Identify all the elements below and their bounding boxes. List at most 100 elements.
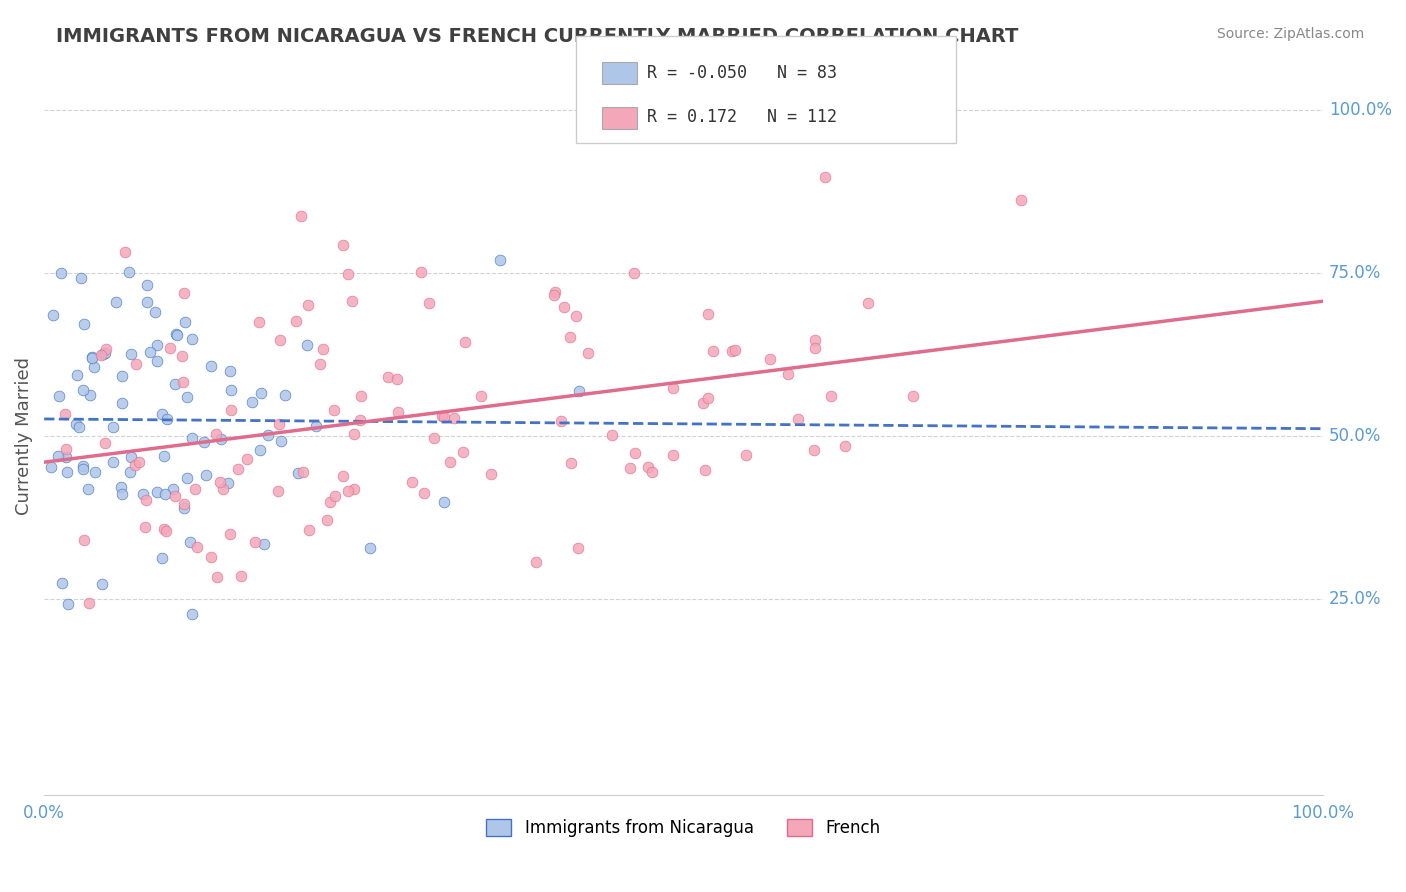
Point	[292, 465, 315, 479]
Point	[165, 489, 187, 503]
Point	[696, 307, 718, 321]
Point	[858, 296, 880, 310]
Point	[804, 341, 827, 355]
Point	[72, 383, 94, 397]
Point	[340, 293, 363, 308]
Point	[298, 523, 321, 537]
Point	[208, 475, 231, 489]
Point	[93, 436, 115, 450]
Point	[219, 402, 242, 417]
Point	[543, 287, 565, 301]
Point	[256, 428, 278, 442]
Point	[159, 341, 181, 355]
Point	[67, 420, 90, 434]
Point	[180, 431, 202, 445]
Point	[176, 470, 198, 484]
Point	[152, 407, 174, 421]
Point	[101, 420, 124, 434]
Point	[443, 411, 465, 425]
Point	[250, 386, 273, 401]
Point	[114, 245, 136, 260]
Point	[152, 522, 174, 536]
Point	[349, 413, 371, 427]
Point	[267, 483, 290, 498]
Point	[205, 569, 228, 583]
Point	[132, 487, 155, 501]
Point	[135, 492, 157, 507]
Point	[430, 409, 453, 423]
Point	[418, 295, 440, 310]
Point	[82, 351, 104, 365]
Point	[759, 352, 782, 367]
Point	[600, 427, 623, 442]
Text: R = -0.050   N = 83: R = -0.050 N = 83	[647, 63, 837, 82]
Point	[134, 520, 156, 534]
Point	[155, 524, 177, 538]
Point	[553, 300, 575, 314]
Point	[623, 446, 645, 460]
Point	[423, 431, 446, 445]
Point	[166, 327, 188, 342]
Point	[174, 315, 197, 329]
Point	[55, 442, 77, 456]
Point	[322, 403, 344, 417]
Point	[377, 369, 399, 384]
Point	[336, 267, 359, 281]
Text: 100.0%: 100.0%	[1329, 101, 1392, 119]
Point	[65, 417, 87, 431]
Point	[343, 482, 366, 496]
Point	[155, 487, 177, 501]
Point	[287, 466, 309, 480]
Point	[56, 465, 79, 479]
Point	[550, 414, 572, 428]
Point	[226, 462, 249, 476]
Point	[181, 333, 204, 347]
Point	[120, 465, 142, 479]
Point	[387, 405, 409, 419]
Point	[702, 343, 724, 358]
Point	[124, 357, 146, 371]
Text: IMMIGRANTS FROM NICARAGUA VS FRENCH CURRENTLY MARRIED CORRELATION CHART: IMMIGRANTS FROM NICARAGUA VS FRENCH CURR…	[56, 27, 1018, 45]
Point	[172, 349, 194, 363]
Point	[83, 360, 105, 375]
Point	[834, 439, 856, 453]
Point	[489, 252, 512, 267]
Point	[146, 338, 169, 352]
Point	[55, 450, 77, 465]
Point	[65, 368, 87, 382]
Point	[77, 482, 100, 496]
Point	[73, 533, 96, 547]
Point	[247, 314, 270, 328]
Point	[312, 343, 335, 357]
Point	[284, 314, 307, 328]
Point	[163, 377, 186, 392]
Point	[146, 484, 169, 499]
Point	[735, 449, 758, 463]
Point	[568, 384, 591, 399]
Point	[662, 381, 685, 395]
Point	[194, 468, 217, 483]
Point	[173, 285, 195, 300]
Point	[173, 497, 195, 511]
Point	[120, 450, 142, 465]
Point	[433, 409, 456, 424]
Point	[623, 266, 645, 280]
Text: 25.0%: 25.0%	[1329, 591, 1382, 608]
Point	[387, 372, 409, 386]
Point	[619, 461, 641, 475]
Point	[470, 389, 492, 403]
Point	[479, 467, 502, 481]
Point	[91, 347, 114, 361]
Point	[558, 330, 581, 344]
Point	[84, 465, 107, 479]
Point	[51, 575, 73, 590]
Point	[48, 389, 70, 403]
Point	[332, 469, 354, 483]
Text: 50.0%: 50.0%	[1329, 427, 1381, 445]
Point	[724, 343, 747, 357]
Point	[94, 345, 117, 359]
Point	[697, 391, 720, 405]
Point	[695, 462, 717, 476]
Point	[359, 541, 381, 555]
Point	[803, 443, 825, 458]
